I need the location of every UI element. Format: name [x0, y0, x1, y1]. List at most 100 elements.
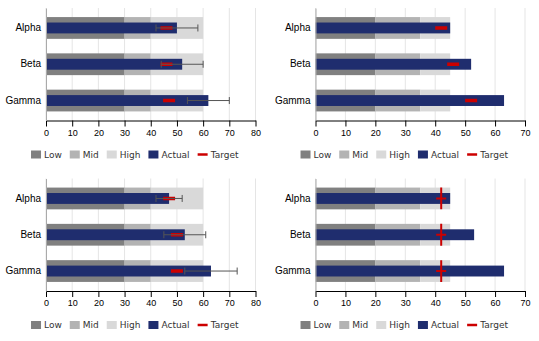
- x-axis-line: [316, 121, 526, 122]
- x-tick-mark: [72, 121, 73, 127]
- legend-entry: Target: [198, 150, 239, 160]
- legend-label: Target: [479, 320, 508, 330]
- legend-label: Mid: [83, 320, 99, 330]
- plot-area: [316, 188, 505, 282]
- actual-bar: [316, 193, 451, 204]
- legend-entry: Target: [467, 150, 508, 160]
- x-tick-label: 10: [341, 298, 351, 308]
- legend-label: Target: [210, 150, 239, 160]
- error-bar: [156, 24, 198, 31]
- x-tick-mark: [46, 291, 47, 297]
- legend-label: High: [389, 320, 410, 330]
- legend-swatch: [339, 321, 349, 329]
- x-tick-mark: [125, 291, 126, 297]
- x-tick-mark: [405, 291, 406, 297]
- x-tick-mark: [435, 121, 436, 127]
- x-tick: 50: [172, 121, 182, 138]
- x-tick-label: 10: [68, 298, 78, 308]
- y-tick: Alpha: [15, 22, 41, 33]
- legend-entry: High: [107, 150, 141, 160]
- y-axis: GammaBetaAlpha: [275, 9, 316, 122]
- legend-entry: High: [107, 320, 141, 330]
- legend-entry: Low: [301, 320, 332, 330]
- grid-line: [315, 8, 316, 121]
- x-tick-label: 40: [431, 298, 441, 308]
- target-marker: [436, 188, 446, 210]
- legend-entry: Mid: [70, 320, 99, 330]
- panel: 01020304050607080GammaBetaAlphaLowMidHig…: [5, 8, 261, 160]
- x-tick: 10: [68, 121, 78, 138]
- x-tick-mark: [435, 291, 436, 297]
- legend-swatch: [376, 151, 386, 159]
- x-tick-label: 10: [68, 128, 78, 138]
- x-tick-mark: [256, 121, 257, 127]
- x-tick: 10: [341, 121, 351, 138]
- grid-line: [315, 179, 316, 292]
- x-tick: 30: [120, 121, 130, 138]
- x-tick: 60: [491, 291, 501, 308]
- x-tick: 0: [313, 121, 318, 138]
- error-bar: [187, 97, 229, 104]
- x-tick: 70: [225, 291, 235, 308]
- legend-swatch: [467, 324, 477, 327]
- legend-label: Low: [44, 150, 62, 160]
- y-tick: Alpha: [285, 193, 311, 204]
- category-label: Alpha: [285, 193, 311, 204]
- x-tick-label: 70: [520, 298, 530, 308]
- y-tick: Gamma: [5, 95, 41, 106]
- x-tick: 20: [94, 291, 104, 308]
- x-tick-mark: [405, 121, 406, 127]
- x-tick: 0: [44, 291, 49, 308]
- x-tick-label: 30: [120, 128, 130, 138]
- legend-swatch: [376, 321, 386, 329]
- x-tick-mark: [229, 291, 230, 297]
- x-tick-mark: [177, 121, 178, 127]
- x-tick: 60: [491, 121, 501, 138]
- x-tick-label: 0: [313, 128, 318, 138]
- panel: 010203040506070GammaBetaAlphaLowMidHighA…: [275, 179, 531, 331]
- range-segment: [151, 188, 203, 210]
- legend-label: Actual: [161, 150, 189, 160]
- x-tick-mark: [72, 291, 73, 297]
- x-tick-mark: [98, 291, 99, 297]
- category-label: Beta: [290, 229, 311, 240]
- legend-swatch: [418, 151, 428, 159]
- y-tick: Gamma: [275, 265, 311, 276]
- actual-bar: [46, 193, 169, 204]
- target-marker: [447, 63, 459, 67]
- plot-area: [46, 17, 229, 111]
- legend-entry: Actual: [148, 320, 189, 330]
- legend-label: Actual: [431, 320, 459, 330]
- x-tick-label: 30: [120, 298, 130, 308]
- legend-entry: Actual: [418, 320, 459, 330]
- legend-swatch: [107, 151, 117, 159]
- legend-swatch: [418, 321, 428, 329]
- x-tick-mark: [345, 291, 346, 297]
- x-tick-mark: [125, 121, 126, 127]
- y-axis-line: [46, 179, 47, 292]
- x-tick-label: 50: [172, 298, 182, 308]
- legend: LowMidHighActualTarget: [31, 320, 239, 330]
- legend-label: Target: [479, 150, 508, 160]
- x-tick-mark: [151, 121, 152, 127]
- x-tick-label: 0: [313, 298, 318, 308]
- plot-area: [316, 17, 505, 111]
- grid-line: [46, 179, 47, 292]
- x-tick-label: 40: [146, 298, 156, 308]
- x-axis: 010203040506070: [313, 121, 530, 138]
- y-tick: Gamma: [275, 95, 311, 106]
- target-marker: [436, 224, 446, 246]
- target-marker: [171, 269, 183, 273]
- x-tick-label: 80: [251, 128, 261, 138]
- panel: 010203040506070GammaBetaAlphaLowMidHighA…: [275, 8, 531, 160]
- x-tick-label: 10: [341, 128, 351, 138]
- x-tick: 80: [251, 291, 261, 308]
- x-tick-mark: [525, 121, 526, 127]
- legend-label: Mid: [83, 150, 99, 160]
- x-tick: 50: [461, 121, 471, 138]
- x-tick: 0: [313, 291, 318, 308]
- category-label: Alpha: [15, 193, 41, 204]
- legend-entry: Low: [301, 150, 332, 160]
- x-tick-mark: [177, 291, 178, 297]
- legend: Low Mid High Actual Target: [31, 150, 239, 160]
